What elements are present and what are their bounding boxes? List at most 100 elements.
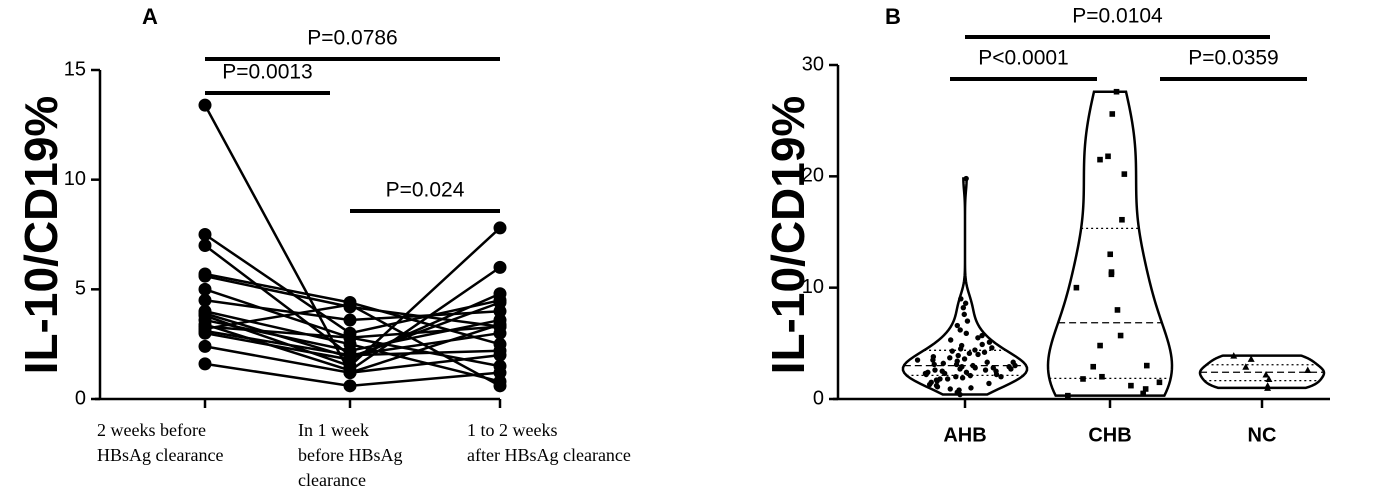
data-point: [982, 367, 989, 373]
data-point: [198, 339, 212, 353]
data-point: [493, 379, 507, 393]
data-point: [343, 298, 357, 312]
data-point: [962, 300, 969, 306]
data-point: [1090, 363, 1097, 370]
data-point: [961, 356, 968, 362]
x-tick-label: CHB: [1088, 424, 1131, 446]
data-point: [998, 374, 1004, 380]
x-tick-label: 2 weeks before: [97, 420, 206, 440]
data-point: [955, 352, 961, 359]
data-point: [1142, 386, 1149, 392]
y-axis-label: IL-10/CD19%: [762, 96, 814, 375]
p-value: P=0.0013: [222, 61, 313, 84]
x-tick-label: clearance: [298, 470, 366, 490]
data-point: [1073, 284, 1080, 291]
data-point: [198, 269, 212, 283]
data-point: [947, 355, 953, 361]
data-point: [1105, 153, 1111, 160]
data-point: [198, 282, 212, 296]
data-point: [1264, 384, 1272, 391]
x-tick-label: after HBsAg clearance: [467, 445, 631, 465]
data-point: [975, 335, 981, 341]
data-point: [1099, 373, 1105, 380]
data-point: [1262, 371, 1270, 378]
data-point: [1109, 111, 1116, 117]
violin: [901, 177, 1029, 396]
data-point: [957, 327, 963, 333]
x-tick-label: 1 to 2 weeks: [467, 420, 557, 440]
data-point: [493, 348, 507, 362]
violin: [1046, 90, 1174, 397]
p-value: P=0.0786: [307, 27, 398, 50]
data-point: [1128, 382, 1134, 389]
data-point: [343, 350, 357, 364]
data-point: [1140, 390, 1146, 397]
data-point: [981, 349, 988, 355]
data-point: [953, 361, 960, 368]
data-point: [989, 345, 995, 351]
y-tick-label: 0: [813, 387, 824, 409]
data-point: [954, 322, 960, 329]
data-point: [934, 378, 940, 384]
data-point: [986, 380, 992, 387]
p-value: P=0.024: [386, 179, 465, 202]
data-point: [967, 372, 974, 379]
data-point: [198, 322, 212, 336]
x-tick-label: In 1 week: [298, 420, 369, 440]
y-tick-label: 15: [64, 58, 86, 80]
data-point: [493, 366, 507, 380]
data-point: [934, 384, 941, 390]
data-point: [968, 385, 974, 391]
data-point: [343, 313, 357, 327]
data-point: [198, 306, 212, 320]
data-point: [1114, 307, 1121, 313]
data-point: [923, 371, 929, 378]
data-point: [1113, 88, 1120, 95]
data-point: [944, 376, 951, 382]
data-point: [343, 379, 357, 393]
x-tick-label: AHB: [943, 424, 986, 446]
data-point: [1065, 392, 1071, 399]
data-point: [1304, 366, 1312, 374]
x-tick-label: HBsAg clearance: [97, 445, 223, 465]
data-point: [1107, 251, 1114, 258]
data-point: [957, 346, 964, 352]
data-point: [993, 371, 1000, 378]
data-point: [198, 98, 212, 112]
data-point: [963, 369, 970, 375]
data-point: [984, 359, 990, 365]
data-point: [493, 320, 507, 334]
data-point: [343, 331, 357, 345]
x-tick-label: NC: [1248, 424, 1277, 446]
data-point: [926, 381, 933, 388]
y-tick-label: 30: [802, 53, 824, 75]
data-point: [493, 295, 507, 309]
data-point: [963, 175, 969, 182]
violin: [1198, 354, 1326, 390]
data-point: [957, 391, 963, 398]
x-tick-label: before HBsAg: [298, 445, 402, 465]
data-point: [1242, 363, 1250, 370]
data-point: [961, 311, 967, 318]
data-point: [1117, 332, 1124, 339]
y-tick-label: 0: [75, 387, 86, 409]
y-tick-label: 20: [802, 165, 824, 187]
data-point: [1230, 352, 1238, 359]
data-point: [949, 348, 955, 354]
data-point: [932, 367, 938, 373]
y-tick-label: 10: [802, 276, 824, 298]
data-point: [1156, 379, 1163, 386]
data-point: [1119, 216, 1125, 223]
data-point: [940, 360, 947, 367]
data-point: [198, 238, 212, 252]
data-point: [1097, 342, 1103, 349]
data-point: [966, 350, 973, 357]
panel-letter: B: [885, 4, 901, 29]
p-value: P=0.0104: [1072, 5, 1163, 28]
y-axis-label: IL-10/CD19%: [15, 96, 67, 375]
data-point: [1265, 375, 1273, 382]
data-point: [986, 339, 993, 345]
data-point: [947, 386, 953, 392]
data-point: [941, 370, 948, 377]
data-point: [1247, 355, 1255, 362]
